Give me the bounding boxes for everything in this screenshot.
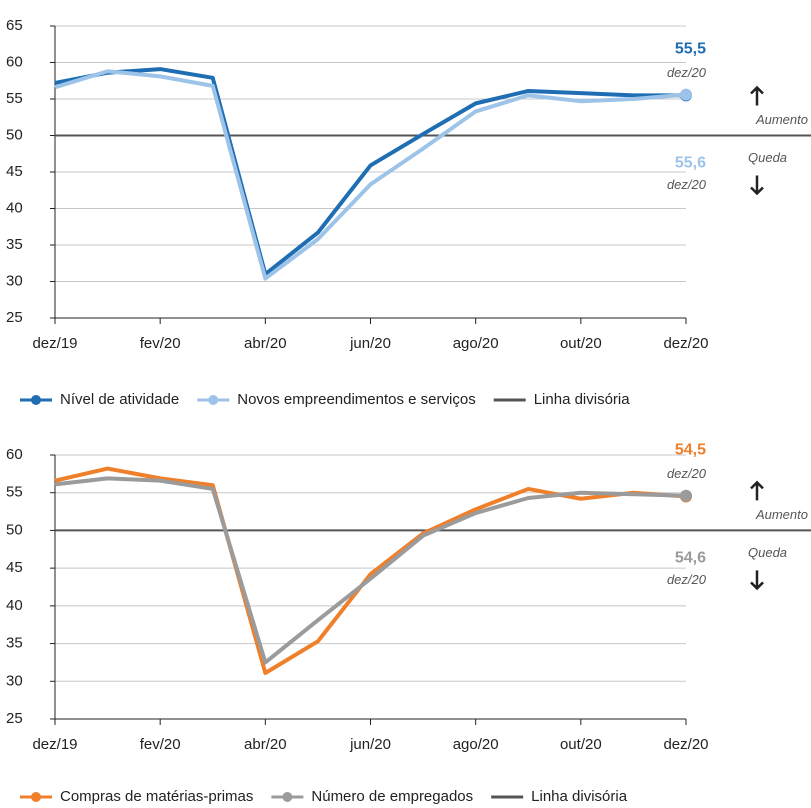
x-tick-label: out/20 <box>560 736 602 753</box>
legend-label: Compras de matérias-primas <box>60 788 253 805</box>
y-tick-label: 30 <box>6 272 23 289</box>
x-tick-label: dez/20 <box>663 335 708 352</box>
annotation: Queda <box>748 150 787 165</box>
x-tick-label: ago/20 <box>453 335 499 352</box>
x-tick-label: abr/20 <box>244 335 287 352</box>
end-label-date: dez/20 <box>667 65 707 80</box>
y-tick-label: 55 <box>6 484 23 501</box>
end-label: 55,6 <box>675 155 706 172</box>
y-tick-label: 25 <box>6 710 23 727</box>
legend-dot <box>282 792 293 802</box>
y-tick-label: 25 <box>6 309 23 326</box>
y-tick-label: 35 <box>6 635 23 652</box>
series-line <box>54 69 687 281</box>
y-tick-label: 65 <box>6 17 23 34</box>
legend-label: Nível de atividade <box>60 391 179 408</box>
x-tick-label: abr/20 <box>244 736 287 753</box>
end-label-date: dez/20 <box>667 177 707 192</box>
arrow-down <box>750 570 764 591</box>
legend-dot <box>208 395 219 405</box>
end-label: 54,5 <box>675 442 706 459</box>
x-tick-label: out/20 <box>560 335 602 352</box>
annotation: Aumento <box>755 112 808 127</box>
legend-label: Novos empreendimentos e serviços <box>237 391 475 408</box>
y-tick-label: 40 <box>6 597 23 614</box>
legend-label: Linha divisória <box>534 391 631 408</box>
x-tick-label: fev/20 <box>140 736 181 753</box>
y-tick-label: 60 <box>6 446 23 463</box>
annotation: Queda <box>748 545 787 560</box>
series-line <box>54 67 686 277</box>
y-tick-label: 35 <box>6 236 23 253</box>
end-point <box>680 489 692 502</box>
series-line <box>54 476 687 665</box>
y-tick-label: 30 <box>6 672 23 689</box>
legend-label: Linha divisória <box>531 788 628 805</box>
y-tick-label: 55 <box>6 90 23 107</box>
legend-label: Número de empregados <box>311 788 473 805</box>
end-label-date: dez/20 <box>667 466 707 481</box>
x-tick-label: jun/20 <box>349 736 391 753</box>
legend-dot <box>31 395 41 405</box>
x-tick-label: fev/20 <box>140 335 181 352</box>
end-label-date: dez/20 <box>667 572 707 587</box>
y-tick-label: 50 <box>6 126 23 143</box>
y-tick-label: 45 <box>6 163 23 180</box>
annotation: Aumento <box>755 507 808 522</box>
y-tick-label: 50 <box>6 521 23 538</box>
x-tick-label: ago/20 <box>453 736 499 753</box>
end-label: 54,6 <box>675 550 706 567</box>
arrow-up <box>750 480 764 501</box>
x-tick-label: jun/20 <box>349 335 391 352</box>
y-tick-label: 45 <box>6 559 23 576</box>
x-tick-label: dez/20 <box>663 736 708 753</box>
series-line <box>54 466 687 675</box>
end-point <box>680 88 692 101</box>
end-label: 55,5 <box>675 41 706 58</box>
x-tick-label: dez/19 <box>32 736 77 753</box>
arrow-up <box>750 85 764 106</box>
arrow-down <box>750 175 764 196</box>
y-tick-label: 40 <box>6 199 23 216</box>
y-tick-label: 60 <box>6 53 23 70</box>
legend-dot <box>31 792 41 802</box>
x-tick-label: dez/19 <box>32 335 77 352</box>
